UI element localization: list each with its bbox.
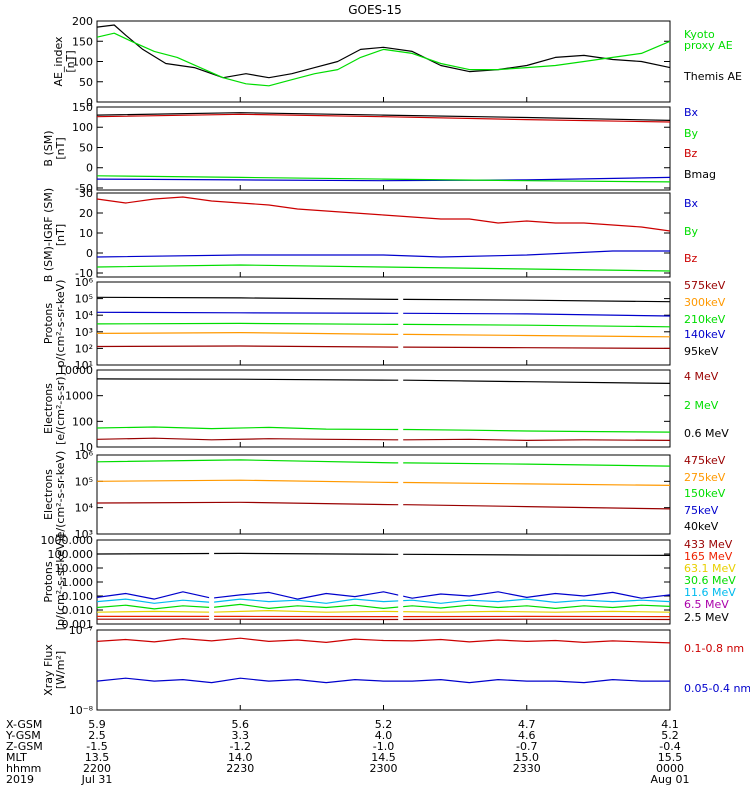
panel-5-legend-label: 475keV bbox=[684, 454, 726, 467]
panel-7-legend-label: 0.1-0.8 nm bbox=[684, 642, 744, 655]
panel-1-legend-label: Bz bbox=[684, 147, 698, 160]
panel-6-series-line bbox=[97, 553, 670, 555]
panel-5-ytick-label: 10⁶ bbox=[75, 449, 94, 462]
panel-0-legend-label: proxy AE bbox=[684, 39, 733, 52]
panel-3-legend-label: 300keV bbox=[684, 296, 726, 309]
panel-5-legend-label: 275keV bbox=[684, 471, 726, 484]
panel-3-ytick-label: 10³ bbox=[75, 326, 93, 339]
panel-6-series-line bbox=[97, 599, 670, 603]
panel-7-ytick-label: 10⁻⁷ bbox=[69, 624, 93, 637]
panel-7-series-line bbox=[97, 638, 670, 643]
panel-5-data-gap bbox=[398, 457, 403, 532]
panel-3-ytick-label: 10² bbox=[75, 342, 93, 355]
figure-title: GOES-15 bbox=[348, 3, 402, 17]
panel-7-ytick-label: 10⁻⁸ bbox=[69, 704, 94, 717]
panel-4-ylabel: [e/(cm²-s-sr)] bbox=[54, 372, 67, 445]
panel-6-series-line bbox=[97, 611, 670, 613]
panel-5-ytick-label: 10⁴ bbox=[75, 502, 94, 515]
panel-5-legend-label: 150keV bbox=[684, 487, 726, 500]
panel-5-series-line bbox=[97, 502, 670, 509]
panel-5-frame bbox=[97, 455, 670, 534]
panel-3-legend-label: 575keV bbox=[684, 279, 726, 292]
panel-3-ytick-label: 10⁴ bbox=[75, 309, 94, 322]
panel-3-legend-label: 210keV bbox=[684, 313, 726, 326]
footer-value: 2230 bbox=[226, 762, 254, 775]
panel-4-frame bbox=[97, 370, 670, 447]
panel-0-ytick-label: 200 bbox=[72, 15, 93, 28]
panel-2-series-line bbox=[97, 265, 670, 271]
panel-4-legend-label: 2 MeV bbox=[684, 399, 719, 412]
panel-6-legend-label: 6.5 MeV bbox=[684, 598, 729, 611]
panel-1-frame bbox=[97, 107, 670, 190]
panel-6-series-line bbox=[97, 592, 670, 599]
panel-2-legend-label: Bz bbox=[684, 252, 698, 265]
panel-2-ytick-label: 10 bbox=[79, 227, 93, 240]
panel-4-data-gap bbox=[398, 372, 403, 445]
panel-5-ylabel: e/(cm²-s-sr-keV) bbox=[54, 451, 67, 539]
panel-0-ytick-label: 150 bbox=[72, 35, 93, 48]
panel-2-legend-label: Bx bbox=[684, 197, 699, 210]
panel-2-ytick-label: 20 bbox=[79, 207, 93, 220]
panel-0-series-line bbox=[97, 25, 670, 78]
panel-2-ytick-label: 30 bbox=[79, 187, 93, 200]
panel-3-series-line bbox=[97, 333, 670, 337]
panel-6-data-gap bbox=[398, 542, 403, 622]
panel-1-ytick-label: 50 bbox=[79, 141, 93, 154]
panel-3-legend-label: 140keV bbox=[684, 328, 726, 341]
panel-1-ytick-label: 0 bbox=[86, 162, 93, 175]
panel-2-legend-label: By bbox=[684, 225, 699, 238]
panel-5-series-line bbox=[97, 460, 670, 466]
panel-3-series-line bbox=[97, 297, 670, 301]
panel-6-legend-label: 2.5 MeV bbox=[684, 611, 729, 624]
panel-1-ylabel: [nT] bbox=[54, 137, 67, 159]
panel-0-ytick-label: 50 bbox=[79, 76, 93, 89]
panel-3-ytick-label: 10⁶ bbox=[75, 276, 94, 289]
panel-5-legend-label: 40keV bbox=[684, 520, 719, 533]
panel-1-ytick-label: 150 bbox=[72, 101, 93, 114]
panel-3-series-line bbox=[97, 312, 670, 316]
panel-7-series-line bbox=[97, 678, 670, 682]
panel-4-series-line bbox=[97, 438, 670, 440]
panel-2-frame bbox=[97, 193, 670, 277]
panel-3-series-line bbox=[97, 323, 670, 326]
panel-4-series-line bbox=[97, 379, 670, 384]
panel-1-ytick-label: 100 bbox=[72, 121, 93, 134]
footer-value: 2300 bbox=[370, 762, 398, 775]
panel-4-ytick-label: 1000 bbox=[65, 390, 93, 403]
panel-6-data-gap bbox=[209, 542, 214, 622]
panel-6-series-line bbox=[97, 604, 670, 609]
footer-value: 2330 bbox=[513, 762, 541, 775]
panel-3-ylabel: p/(cm²-s-sr-keV) bbox=[54, 280, 67, 368]
panel-1-legend-label: Bx bbox=[684, 106, 699, 119]
footer-row-label: 2019 bbox=[6, 773, 34, 786]
panel-5-legend-label: 75keV bbox=[684, 504, 719, 517]
panel-1-legend-label: By bbox=[684, 127, 699, 140]
panel-0-legend-label: Themis AE bbox=[683, 70, 742, 83]
panel-7-ylabel: [W/m²] bbox=[54, 651, 67, 689]
panel-2-ylabel: [nT] bbox=[54, 224, 67, 246]
panel-3-legend-label: 95keV bbox=[684, 345, 719, 358]
footer-value: Aug 01 bbox=[651, 773, 690, 786]
panel-1-legend-label: Bmag bbox=[684, 168, 716, 181]
panel-0-series-line bbox=[97, 33, 670, 86]
panel-3-ytick-label: 10⁵ bbox=[75, 293, 93, 306]
panel-4-legend-label: 0.6 MeV bbox=[684, 427, 729, 440]
panel-0-ylabel: [nT] bbox=[64, 50, 77, 72]
panel-2-series-line bbox=[97, 251, 670, 257]
panel-6-ylabel: [p/(cm²-s-sr-keV)] bbox=[54, 534, 67, 631]
panel-7-legend-label: 0.05-0.4 nm bbox=[684, 682, 750, 695]
panel-5-series-line bbox=[97, 480, 670, 485]
footer-value: Jul 31 bbox=[81, 773, 113, 786]
panel-2-ytick-label: 0 bbox=[86, 247, 93, 260]
panel-4-ytick-label: 100 bbox=[72, 415, 93, 428]
panel-5-ytick-label: 10⁵ bbox=[75, 475, 93, 488]
panel-4-legend-label: 4 MeV bbox=[684, 370, 719, 383]
panel-2-series-line bbox=[97, 197, 670, 231]
panel-3-data-gap bbox=[398, 284, 403, 363]
panel-3-series-line bbox=[97, 346, 670, 348]
panel-4-series-line bbox=[97, 427, 670, 432]
